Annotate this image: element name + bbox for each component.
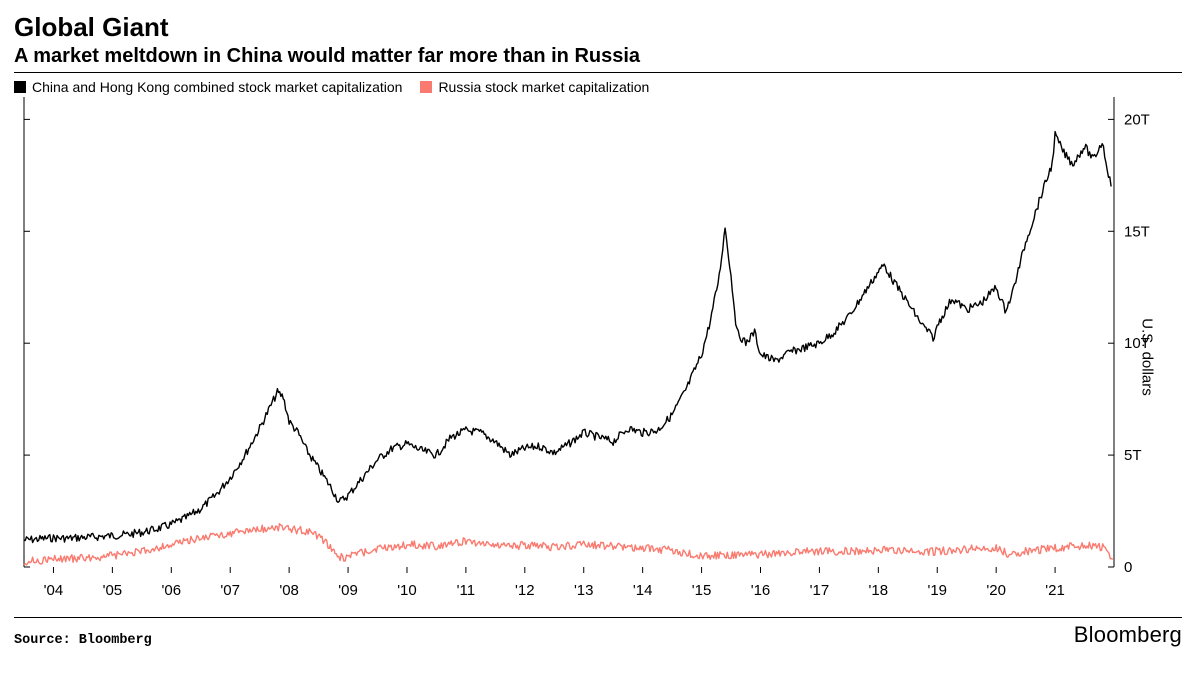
- legend-item-russia: Russia stock market capitalization: [420, 79, 649, 95]
- svg-text:'11: '11: [457, 582, 475, 599]
- svg-text:'05: '05: [103, 582, 123, 599]
- svg-text:'17: '17: [810, 582, 830, 599]
- divider-bottom: [14, 617, 1182, 618]
- chart-title: Global Giant: [14, 12, 1182, 43]
- svg-text:'12: '12: [515, 582, 535, 599]
- y-axis-label: U.S. dollars: [1139, 318, 1156, 396]
- svg-text:'16: '16: [751, 582, 771, 599]
- brand-text: Bloomberg: [1074, 622, 1182, 648]
- svg-text:0: 0: [1124, 559, 1132, 576]
- svg-text:'20: '20: [986, 582, 1006, 599]
- source-text: Source: Bloomberg: [14, 633, 152, 648]
- legend-label-china: China and Hong Kong combined stock marke…: [32, 79, 402, 95]
- chart-subtitle: A market meltdown in China would matter …: [14, 45, 1182, 68]
- svg-text:'04: '04: [44, 582, 64, 599]
- svg-text:'21: '21: [1045, 582, 1065, 599]
- line-chart-svg: 05T10T15T20T'04'05'06'07'08'09'10'11'12'…: [14, 97, 1182, 617]
- chart-area: 05T10T15T20T'04'05'06'07'08'09'10'11'12'…: [14, 97, 1182, 617]
- svg-text:5T: 5T: [1124, 447, 1142, 464]
- legend-item-china: China and Hong Kong combined stock marke…: [14, 79, 402, 95]
- svg-text:'19: '19: [927, 582, 947, 599]
- svg-text:'15: '15: [692, 582, 712, 599]
- legend-label-russia: Russia stock market capitalization: [438, 79, 649, 95]
- svg-text:'10: '10: [397, 582, 417, 599]
- svg-text:'07: '07: [220, 582, 240, 599]
- svg-text:'14: '14: [633, 582, 653, 599]
- legend: China and Hong Kong combined stock marke…: [14, 73, 1182, 97]
- legend-swatch-russia: [420, 81, 432, 93]
- svg-text:'06: '06: [162, 582, 182, 599]
- svg-text:'13: '13: [574, 582, 594, 599]
- svg-text:'18: '18: [869, 582, 889, 599]
- legend-swatch-china: [14, 81, 26, 93]
- svg-text:'08: '08: [279, 582, 299, 599]
- svg-text:15T: 15T: [1124, 223, 1150, 240]
- svg-text:'09: '09: [338, 582, 358, 599]
- svg-text:20T: 20T: [1124, 111, 1150, 128]
